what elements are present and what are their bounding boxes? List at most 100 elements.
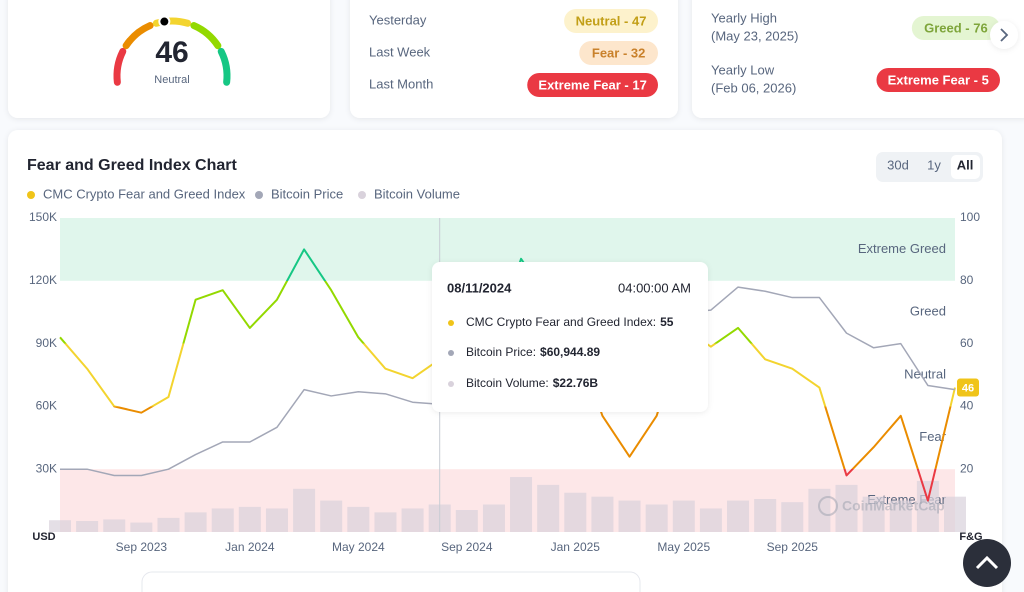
zone-label: Fear <box>919 429 946 444</box>
y-tick-label: 60K <box>36 399 57 413</box>
volume-bar <box>293 488 316 532</box>
zone-band <box>60 469 955 532</box>
volume-bar <box>591 496 614 532</box>
volume-bar <box>835 484 858 532</box>
watermark: CoinMarketCap <box>842 498 945 514</box>
volume-bar <box>618 500 641 532</box>
gauge-segment <box>122 22 154 50</box>
yearly-label: Yearly High <box>711 10 777 25</box>
tooltip-row: Bitcoin Price: $60,944.89 <box>466 345 600 359</box>
volume-bar <box>482 504 505 532</box>
legend-label: CMC Crypto Fear and Greed Index <box>43 186 246 201</box>
badge: Extreme Fear - 17 <box>527 73 658 97</box>
y2-tick-label: 80 <box>960 273 974 287</box>
gauge-segment <box>217 47 231 86</box>
tooltip-dot <box>448 350 454 356</box>
gauge-segment <box>152 17 192 27</box>
volume-bar <box>944 496 966 532</box>
y-tick-label: 120K <box>29 273 57 287</box>
tooltip <box>432 262 708 412</box>
ask-ai-bar[interactable] <box>141 571 641 592</box>
volume-bar <box>754 499 777 532</box>
history-label: Last Month <box>369 76 433 91</box>
y-axis-label: USD <box>32 531 55 543</box>
gauge-label: Neutral <box>154 74 189 86</box>
gauge-value: 46 <box>155 36 188 69</box>
legend-label: Bitcoin Volume <box>374 186 460 201</box>
tooltip-value: $22.76B <box>553 376 599 390</box>
legend-marker <box>27 191 35 199</box>
last-value-label: 46 <box>962 382 974 394</box>
volume-bar <box>347 506 370 532</box>
volume-bar <box>238 506 261 532</box>
tooltip-value: $60,944.89 <box>540 345 600 359</box>
next-button[interactable] <box>990 21 1018 49</box>
gauge <box>113 15 231 86</box>
badge: Neutral - 47 <box>564 9 658 33</box>
tooltip-dot <box>448 320 454 326</box>
tooltip-row: CMC Crypto Fear and Greed Index: 55 <box>466 315 674 329</box>
x-tick-label: Jan 2024 <box>225 540 275 554</box>
volume-bar <box>645 504 668 532</box>
badge: Greed - 76 <box>911 16 1000 40</box>
y-tick-label: 150K <box>29 210 57 224</box>
gauge-pointer <box>158 15 171 28</box>
history-label: Yesterday <box>369 12 427 27</box>
zone-label: Extreme Greed <box>858 241 946 256</box>
gauge-segment <box>113 47 127 86</box>
tooltip-row: Bitcoin Volume: $22.76B <box>466 376 598 390</box>
volume-bar <box>537 484 560 532</box>
volume-bar <box>672 500 695 532</box>
yearly-date: (May 23, 2025) <box>711 28 798 43</box>
history-label: Last Week <box>369 44 431 59</box>
x-tick-label: Sep 2023 <box>116 540 168 554</box>
badge: Fear - 32 <box>579 41 658 65</box>
chart-title: Fear and Greed Index Chart <box>27 157 238 174</box>
badge-text: Greed - 76 <box>924 20 988 35</box>
x-tick-label: Jan 2025 <box>551 540 601 554</box>
yearly-label: Yearly Low <box>711 62 775 77</box>
volume-bar <box>889 500 912 532</box>
yearly-date: (Feb 06, 2026) <box>711 80 796 95</box>
y2-tick-label: 100 <box>960 210 980 224</box>
tooltip-date: 08/11/2024 <box>447 280 512 295</box>
volume-bar <box>157 517 180 532</box>
tooltip-label: Bitcoin Volume: <box>466 376 549 390</box>
x-tick-label: May 2024 <box>332 540 385 554</box>
volume-bar <box>916 480 939 532</box>
volume-bar <box>374 512 397 532</box>
x-tick-label: May 2025 <box>657 540 710 554</box>
volume-bar <box>510 477 533 532</box>
badge-text: Fear - 32 <box>592 45 645 60</box>
y2-tick-label: 60 <box>960 336 974 350</box>
y2-axis-label: F&G <box>959 531 982 543</box>
y2-tick-label: 40 <box>960 399 974 413</box>
range-active <box>951 155 980 179</box>
volume-bar <box>76 521 99 532</box>
gauge-segment <box>190 22 222 50</box>
range-button[interactable]: 1y <box>927 157 941 172</box>
volume-bar <box>564 492 587 532</box>
volume-bar <box>49 520 71 532</box>
volume-bar <box>727 500 750 532</box>
y-tick-label: 90K <box>36 336 57 350</box>
legend-label: Bitcoin Price <box>271 186 343 201</box>
range-button[interactable]: 30d <box>887 157 909 172</box>
last-value-badge <box>957 378 979 397</box>
y2-tick-label: 20 <box>960 461 974 475</box>
volume-bar <box>103 519 126 532</box>
badge-text: Neutral - 47 <box>576 13 647 28</box>
volume-bar <box>699 508 722 532</box>
volume-bar <box>320 500 343 532</box>
legend-marker <box>255 191 263 199</box>
badge: Extreme Fear - 5 <box>876 68 1000 92</box>
volume-bar <box>184 512 207 532</box>
watermark-logo <box>818 496 838 516</box>
volume-bar <box>401 508 424 532</box>
range-button[interactable]: All <box>957 157 974 172</box>
volume-bar <box>862 496 885 532</box>
y-tick-label: 30K <box>36 461 57 475</box>
scroll-top[interactable] <box>963 539 1011 587</box>
